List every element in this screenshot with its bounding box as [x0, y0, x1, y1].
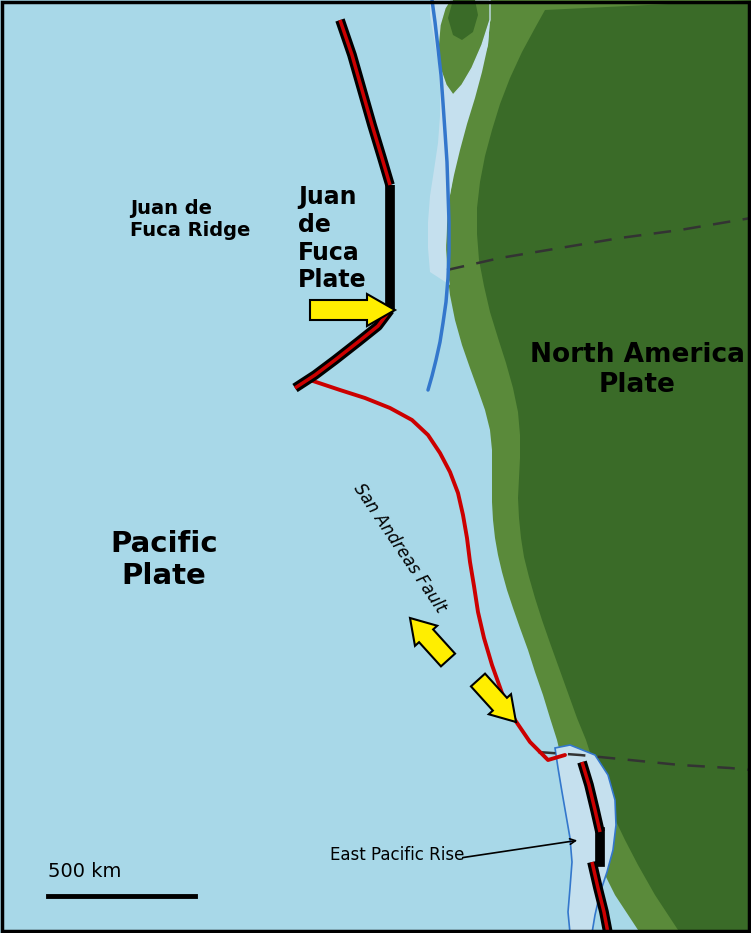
FancyArrow shape [410, 618, 455, 666]
Text: Pacific
Plate: Pacific Plate [110, 530, 218, 591]
Polygon shape [477, 0, 751, 933]
Polygon shape [438, 0, 490, 95]
Polygon shape [555, 745, 616, 933]
Polygon shape [428, 0, 490, 285]
Text: North America
Plate: North America Plate [530, 342, 745, 398]
FancyArrow shape [310, 294, 395, 326]
Text: Juan de
Fuca Ridge: Juan de Fuca Ridge [130, 200, 250, 241]
Polygon shape [448, 0, 478, 40]
Text: Juan
de
Fuca
Plate: Juan de Fuca Plate [298, 185, 366, 292]
Text: 500 km: 500 km [48, 862, 122, 881]
Text: San Andreas Fault: San Andreas Fault [350, 480, 450, 616]
FancyArrow shape [471, 674, 516, 722]
Polygon shape [446, 0, 751, 933]
Text: East Pacific Rise: East Pacific Rise [330, 846, 464, 864]
